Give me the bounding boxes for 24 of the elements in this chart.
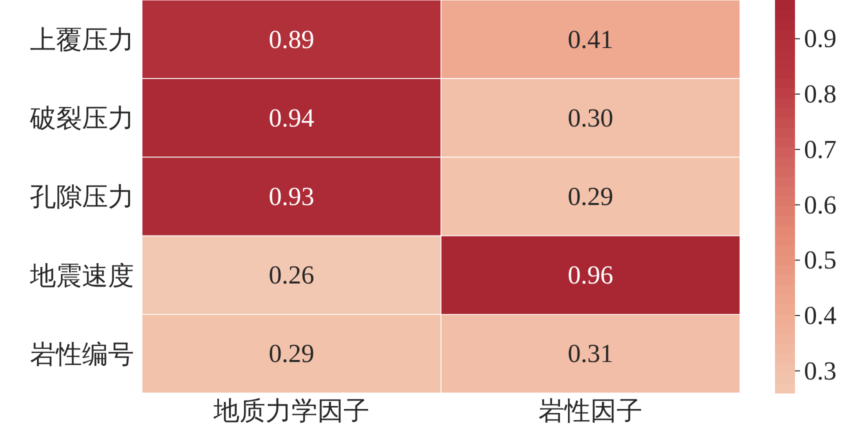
data-label: 0.89 [268,24,314,54]
y-tick-label: 孔隙压力 [30,182,134,212]
x-tick-label: 岩性因子 [538,396,642,426]
y-tick-label: 地震速度 [29,261,134,290]
data-label: 0.31 [568,339,614,368]
color-bar-label: 0.8 [804,80,836,109]
data-label: 0.94 [268,103,314,132]
data-label: 0.41 [568,24,614,54]
y-tick-label: 破裂压力 [29,104,134,134]
color-bar-label: 0.4 [804,301,836,330]
data-label: 0.30 [568,103,614,132]
data-label: 0.93 [268,182,314,211]
data-label: 0.29 [568,182,614,211]
y-tick-label: 上覆压力 [30,26,134,55]
x-tick-label: 地质力学因子 [212,396,370,426]
color-bar-label: 0.7 [804,134,836,164]
data-label: 0.29 [268,339,314,368]
y-tick-label: 岩性编号 [30,340,134,369]
data-label: 0.26 [268,260,314,290]
color-bar-label: 0.5 [804,246,836,275]
color-bar-label: 0.9 [804,24,836,54]
color-bar-label: 0.6 [804,190,836,220]
data-label: 0.96 [568,260,614,290]
color-bar-label: 0.3 [804,356,836,386]
